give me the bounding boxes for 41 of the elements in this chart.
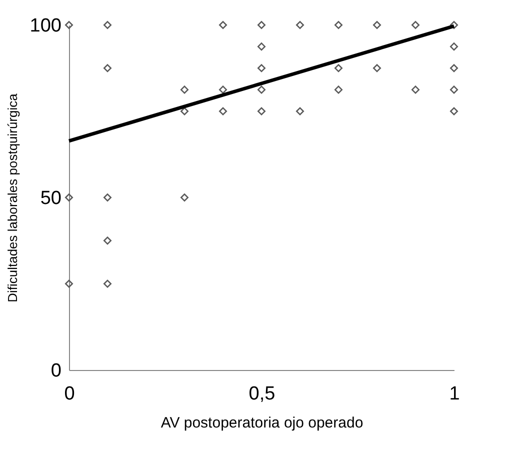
- x-axis-title: AV postoperatoria ojo operado: [160, 414, 364, 432]
- point: [180, 193, 189, 202]
- point: [180, 107, 189, 116]
- point: [296, 107, 304, 116]
- point: [257, 42, 266, 51]
- point: [411, 86, 420, 94]
- point: [334, 86, 343, 94]
- y-tick-label: 100: [30, 16, 62, 36]
- point: [372, 64, 382, 72]
- point: [103, 193, 112, 202]
- point: [372, 20, 382, 30]
- point: [450, 42, 458, 51]
- point: [64, 193, 74, 202]
- point: [450, 20, 458, 30]
- x-tick-label: 0: [64, 384, 75, 404]
- point: [296, 20, 304, 30]
- point: [218, 107, 228, 116]
- point: [411, 20, 420, 30]
- point: [103, 20, 112, 30]
- point: [218, 86, 228, 94]
- x-tick-label: 1: [449, 384, 460, 404]
- y-tick-label: 50: [40, 188, 62, 209]
- point: [180, 86, 189, 94]
- point: [257, 20, 266, 30]
- point: [450, 107, 458, 116]
- point: [64, 20, 74, 30]
- point: [103, 236, 112, 245]
- point: [257, 64, 266, 72]
- point: [257, 107, 266, 116]
- x-tick-label: 0,5: [248, 384, 276, 404]
- point: [103, 64, 112, 72]
- point: [257, 86, 266, 94]
- point: [450, 86, 458, 94]
- y-axis-title: Dificultades laborales postquirúrgica: [4, 92, 20, 302]
- y-tick-label: 0: [50, 360, 62, 382]
- point: [103, 280, 112, 288]
- point: [450, 64, 458, 72]
- point: [218, 20, 228, 30]
- point: [64, 280, 74, 288]
- point: [334, 20, 343, 30]
- point: [334, 64, 343, 72]
